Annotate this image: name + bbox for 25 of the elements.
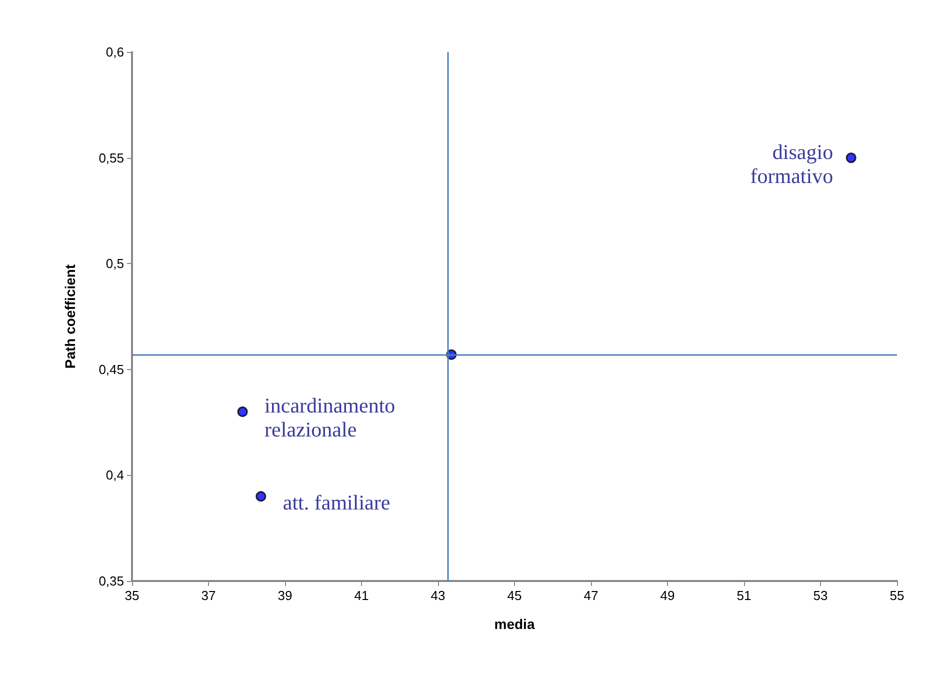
x-tick-label: 53	[813, 588, 828, 603]
x-tick-label: 55	[890, 588, 904, 603]
annotation: incardinamento relazionale	[264, 394, 396, 442]
x-tick-label: 49	[660, 588, 675, 603]
x-axis-title: media	[494, 616, 535, 632]
y-axis-title: Path coefficient	[62, 264, 78, 369]
y-tick-label: 0,35	[98, 574, 124, 588]
point	[846, 152, 856, 164]
y-tick-label: 0,45	[98, 362, 124, 377]
annotation: att. familiare	[282, 490, 390, 514]
x-tick-label: 43	[430, 588, 446, 603]
y-tick-label: 0,4	[106, 468, 124, 483]
point	[256, 491, 266, 502]
annotation: disagio formativo	[750, 140, 834, 188]
x-tick-label: 39	[278, 588, 292, 603]
point	[237, 406, 248, 417]
x-tick-label: 51	[736, 588, 752, 603]
y-tick-label: 0,6	[106, 44, 124, 60]
x-tick-label: 35	[124, 588, 140, 603]
x-tick-label: 45	[507, 588, 522, 603]
y-tick-label: 0,5	[106, 256, 124, 272]
y-tick-label: 0,55	[98, 150, 124, 166]
x-tick-label: 37	[201, 588, 216, 603]
x-tick-label: 41	[354, 588, 369, 603]
x-tick-label: 47	[584, 588, 598, 603]
